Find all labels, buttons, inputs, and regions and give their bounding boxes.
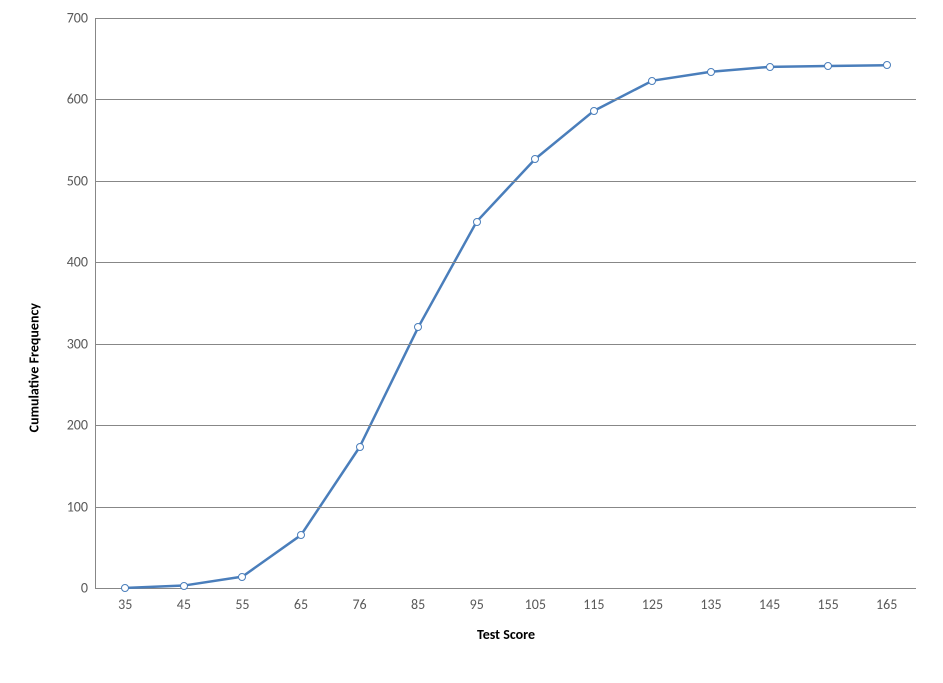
data-marker	[531, 155, 539, 163]
y-tick-label: 600	[67, 91, 96, 108]
data-marker	[590, 107, 598, 115]
data-marker	[883, 61, 891, 69]
series-line	[125, 65, 886, 588]
x-tick-label: 65	[294, 588, 308, 613]
y-tick-label: 300	[67, 335, 96, 352]
y-tick-label: 0	[81, 580, 96, 597]
gridline	[96, 262, 916, 263]
x-tick-label: 85	[411, 588, 425, 613]
y-tick-label: 400	[67, 254, 96, 271]
x-tick-label: 115	[583, 588, 604, 613]
data-marker	[121, 584, 129, 592]
x-tick-label: 135	[700, 588, 721, 613]
x-axis-title: Test Score	[477, 626, 535, 643]
x-tick-label: 105	[525, 588, 546, 613]
data-marker	[356, 443, 364, 451]
x-tick-label: 155	[817, 588, 838, 613]
x-tick-label: 76	[352, 588, 366, 613]
x-tick-label: 45	[177, 588, 191, 613]
data-marker	[238, 573, 246, 581]
gridline	[96, 18, 916, 19]
data-marker	[648, 77, 656, 85]
data-marker	[824, 62, 832, 70]
y-tick-label: 200	[67, 417, 96, 434]
y-tick-label: 500	[67, 172, 96, 189]
x-tick-label: 55	[235, 588, 249, 613]
x-tick-label: 125	[642, 588, 663, 613]
plot-area: Cumulative Frequency Test Score 01002003…	[95, 18, 916, 589]
gridline	[96, 99, 916, 100]
gridline	[96, 181, 916, 182]
x-tick-label: 95	[470, 588, 484, 613]
y-tick-label: 700	[67, 10, 96, 27]
x-tick-label: 165	[876, 588, 897, 613]
gridline	[96, 507, 916, 508]
y-axis-title: Cumulative Frequency	[26, 303, 43, 432]
data-marker	[414, 323, 422, 331]
x-tick-label: 145	[759, 588, 780, 613]
data-marker	[473, 218, 481, 226]
chart-container: Cumulative Frequency Test Score 0 100 200 3…	[0, 0, 943, 683]
gridline	[96, 344, 916, 345]
data-marker	[297, 531, 305, 539]
data-marker	[766, 63, 774, 71]
y-tick-label: 100	[67, 498, 96, 515]
gridline	[96, 425, 916, 426]
data-marker	[180, 582, 188, 590]
data-marker	[707, 68, 715, 76]
line-series	[96, 18, 916, 588]
